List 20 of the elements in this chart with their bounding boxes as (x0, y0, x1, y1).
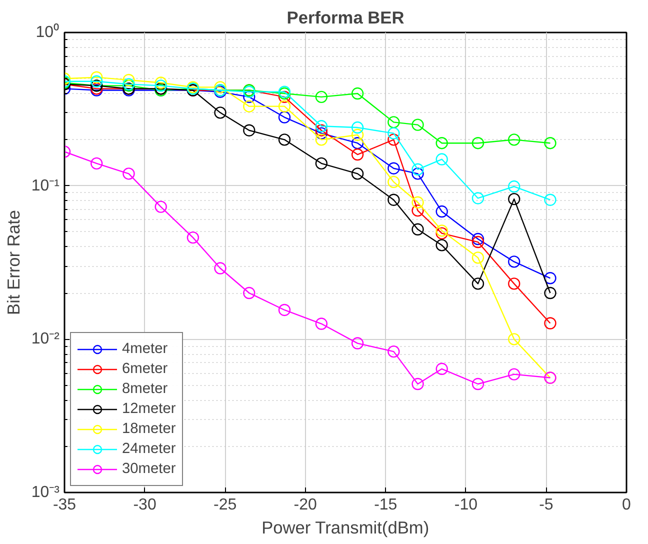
y-tick-label: 10⁻¹ (31, 177, 60, 194)
x-tick-label: 0 (622, 496, 632, 514)
legend-label: 12meter (122, 401, 176, 417)
legend-label: 18meter (122, 421, 176, 437)
legend-label: 6meter (122, 361, 168, 377)
x-tick-label: -30 (133, 496, 156, 514)
x-tick-label: -20 (294, 496, 318, 514)
x-tick-label: -10 (454, 496, 478, 514)
legend-label: 4meter (122, 341, 168, 357)
chart-title: Performa BER (286, 8, 405, 28)
x-tick-label: -5 (539, 496, 554, 514)
legend-label: 8meter (122, 381, 168, 397)
y-axis-title: Bit Error Rate (3, 210, 24, 315)
legend-label: 24meter (122, 441, 176, 457)
x-axis-title: Power Transmit(dBm) (262, 518, 430, 538)
legend-label: 30meter (122, 461, 176, 477)
x-tick-label: -15 (374, 496, 398, 514)
x-tick-label: -25 (214, 496, 237, 514)
y-tick-label: 10⁻² (31, 330, 60, 348)
y-tick-label: 10⁰ (36, 23, 60, 41)
